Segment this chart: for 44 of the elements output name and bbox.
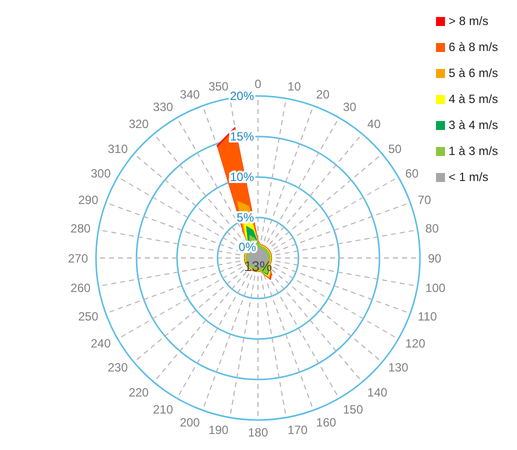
spoke-label: 170 bbox=[288, 422, 308, 437]
spoke-label: 180 bbox=[248, 426, 268, 440]
spoke-label: 140 bbox=[367, 386, 388, 400]
spoke-label: 90 bbox=[428, 251, 442, 266]
spoke-label: 290 bbox=[78, 193, 99, 208]
text: 13% bbox=[242, 257, 274, 276]
spoke-label: 50 bbox=[388, 142, 402, 156]
spoke-label: 80 bbox=[425, 222, 440, 236]
spoke-label: 120 bbox=[405, 336, 426, 350]
spoke-label: 210 bbox=[152, 402, 174, 417]
legend-label: 5 à 6 m/s bbox=[448, 66, 498, 80]
spoke-label: 20 bbox=[316, 87, 330, 102]
spoke-label: 190 bbox=[208, 422, 229, 437]
spoke-label: 150 bbox=[343, 402, 364, 417]
spoke-label: 160 bbox=[316, 415, 336, 430]
spoke-label: 10 bbox=[288, 80, 302, 94]
spoke-label: 250 bbox=[78, 309, 99, 324]
spoke-label: 350 bbox=[208, 80, 229, 94]
spoke-label: 240 bbox=[90, 336, 112, 350]
spoke-label: 200 bbox=[180, 415, 200, 430]
spoke-label: 230 bbox=[108, 360, 128, 375]
legend-label: 3 à 4 m/s bbox=[448, 118, 498, 132]
spoke-label: 340 bbox=[180, 87, 200, 102]
spoke-label: 310 bbox=[108, 142, 128, 156]
legend-label: 6 à 8 m/s bbox=[448, 40, 498, 54]
spoke-label: 220 bbox=[128, 386, 150, 400]
legend-label: 4 à 5 m/s bbox=[448, 92, 498, 106]
spoke-label: 40 bbox=[367, 116, 381, 131]
spoke-label: 110 bbox=[418, 309, 438, 324]
legend-label: 1 à 3 m/s bbox=[448, 144, 498, 158]
spoke-label: 30 bbox=[343, 100, 357, 114]
spoke-label: 270 bbox=[68, 251, 88, 266]
spoke-label: 100 bbox=[425, 280, 446, 295]
legend-label: > 8 m/s bbox=[448, 14, 488, 28]
spoke-label: 130 bbox=[388, 360, 409, 375]
spoke-label: 280 bbox=[70, 222, 91, 236]
spoke-label: 260 bbox=[70, 280, 91, 295]
spoke-label: 330 bbox=[152, 100, 174, 114]
spoke-label: 70 bbox=[418, 193, 432, 208]
spoke-label: 320 bbox=[128, 116, 150, 131]
spoke-label: 0 bbox=[254, 77, 262, 91]
spoke-label: 300 bbox=[90, 166, 112, 180]
spoke-label: 60 bbox=[405, 166, 419, 180]
legend-label: < 1 m/s bbox=[448, 170, 488, 184]
